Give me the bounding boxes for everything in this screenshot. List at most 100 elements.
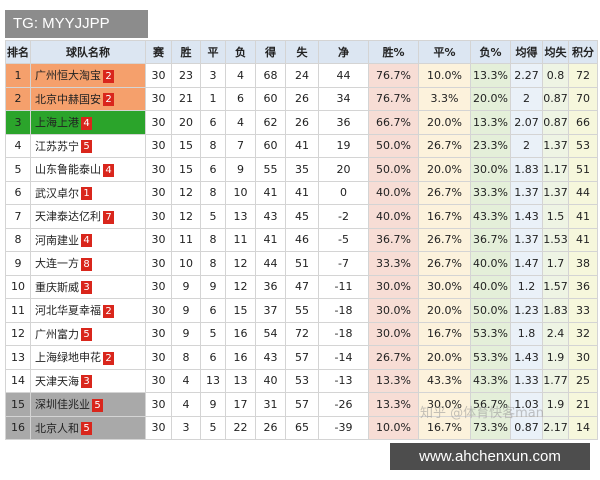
team-name: 北京人和 — [35, 421, 79, 435]
stat-cell: 40.0% — [470, 274, 511, 299]
stat-cell: 9 — [200, 392, 226, 417]
stat-cell: 14 — [568, 415, 598, 440]
badge: 2 — [103, 93, 114, 107]
stat-cell: 1.23 — [510, 298, 543, 323]
stat-cell: 1.37 — [510, 227, 543, 252]
team-cell: 江苏苏宁 5 — [30, 133, 146, 158]
stat-cell: 17 — [225, 392, 256, 417]
stat-cell: 30 — [568, 345, 598, 370]
stat-cell: 1.83 — [510, 157, 543, 182]
table-row: 10 重庆斯威 3 30 9 9 12 36 47 -11 30.0% 30.0% 40.0% 1.2 1.… — [5, 274, 598, 299]
rank-cell: 8 — [5, 227, 31, 252]
stat-cell: 15 — [171, 157, 201, 182]
stat-cell: 5 — [200, 321, 226, 346]
stat-cell: 40.0% — [368, 180, 419, 205]
badge: 4 — [103, 163, 114, 177]
team-name: 大连一方 — [35, 257, 79, 271]
watermark: 知乎 @体育快客man — [420, 406, 545, 421]
stat-cell: 16.7% — [418, 321, 471, 346]
column-header: 胜% — [368, 40, 419, 64]
team-name: 天津泰达亿利 — [35, 210, 101, 224]
team-cell: 武汉卓尔 1 — [30, 180, 146, 205]
rank-cell: 3 — [5, 110, 31, 135]
table-row: 4 江苏苏宁 5 30 15 8 7 60 41 19 50.0% 26.7% 23.3% 2 1.37 53 — [5, 133, 598, 158]
stat-cell: 2.27 — [510, 63, 543, 88]
stat-cell: 8 — [200, 227, 226, 252]
stat-cell: 20.0% — [418, 345, 471, 370]
header-row: 排名 球队名称赛胜平负得失净胜% 平% 负% 均得 均失 积分 — [5, 40, 598, 64]
stat-cell: 2.07 — [510, 110, 543, 135]
stat-cell: 43 — [255, 345, 286, 370]
column-header: 净 — [318, 40, 369, 64]
stat-cell: 11 — [225, 227, 256, 252]
stat-cell: 13 — [200, 368, 226, 393]
stat-cell: 10 — [225, 180, 256, 205]
stat-cell: 1.37 — [510, 180, 543, 205]
stat-cell: 1.43 — [510, 345, 543, 370]
watermark: TG: MYYJJPP — [5, 10, 148, 38]
stat-cell: 60 — [255, 133, 286, 158]
stat-cell: 66.7% — [368, 110, 419, 135]
stat-cell: 56.7% — [470, 392, 511, 417]
stat-cell: 54 — [255, 321, 286, 346]
stat-cell: 30 — [145, 321, 172, 346]
team-cell: 广州恒大淘宝 2 — [30, 63, 146, 88]
stat-cell: 40 — [255, 368, 286, 393]
badge: 1 — [81, 187, 92, 201]
stat-cell: 1.37 — [542, 180, 569, 205]
stat-cell: 16 — [225, 345, 256, 370]
stat-cell: 5 — [200, 204, 226, 229]
team-name: 山东鲁能泰山 — [35, 163, 101, 177]
team-cell: 北京中赫国安 2 — [30, 86, 146, 111]
stat-cell: 33.3% — [470, 180, 511, 205]
column-header: 积分 — [568, 40, 598, 64]
stat-cell: 50.0% — [470, 298, 511, 323]
table-row: 8 河南建业 4 30 11 8 11 41 46 -5 36.7% 26.7% 36.7% 1.37 1.… — [5, 227, 598, 252]
stat-cell: 7 — [225, 133, 256, 158]
team-name: 天津天海 — [35, 374, 79, 388]
badge: 5 — [81, 328, 92, 342]
badge: 5 — [81, 140, 92, 154]
stat-cell: 35 — [285, 157, 319, 182]
stat-cell: 0 — [318, 180, 369, 205]
watermark: www.ahchenxun.com — [390, 443, 590, 470]
stat-cell: 26 — [285, 110, 319, 135]
stat-cell: 76.7% — [368, 63, 419, 88]
stat-cell: 6 — [200, 298, 226, 323]
stat-cell: 65 — [285, 415, 319, 440]
badge: 3 — [81, 281, 92, 295]
stat-cell: 23 — [171, 63, 201, 88]
stat-cell: 10.0% — [418, 63, 471, 88]
table-body: 1 广州恒大淘宝 2 30 23 3 4 68 24 44 76.7% 10.0% 13.3% 2.27 0… — [5, 63, 598, 440]
stat-cell: 11 — [171, 227, 201, 252]
column-header: 负 — [225, 40, 256, 64]
stat-cell: 4 — [171, 392, 201, 417]
column-header: 失 — [285, 40, 319, 64]
stat-cell: -5 — [318, 227, 369, 252]
table-row: 2 北京中赫国安 2 30 21 1 6 60 26 34 76.7% 3.3% 20.0% 2 0.87 7… — [5, 86, 598, 111]
stat-cell: 34 — [318, 86, 369, 111]
stat-cell: 12 — [225, 251, 256, 276]
column-header: 负% — [470, 40, 511, 64]
badge: 2 — [103, 304, 114, 318]
column-header: 均得 — [510, 40, 543, 64]
team-cell: 河北华夏幸福 2 — [30, 298, 146, 323]
stat-cell: 4 — [225, 110, 256, 135]
stat-cell: 41 — [255, 180, 286, 205]
stat-cell: 57 — [285, 392, 319, 417]
stat-cell: 1.9 — [542, 392, 569, 417]
badge: 3 — [81, 375, 92, 389]
stat-cell: 30 — [145, 180, 172, 205]
stat-cell: -39 — [318, 415, 369, 440]
table-row: 9 大连一方 8 30 10 8 12 44 51 -7 33.3% 26.7% 40.0% 1.47 1.… — [5, 251, 598, 276]
stat-cell: 36 — [255, 274, 286, 299]
table-row: 7 天津泰达亿利 7 30 12 5 13 43 45 -2 40.0% 16.7% 43.3% 1.43… — [5, 204, 598, 229]
stat-cell: 46 — [285, 227, 319, 252]
stat-cell: 13.3% — [470, 110, 511, 135]
stat-cell: 57 — [285, 345, 319, 370]
stat-cell: 1.03 — [510, 392, 543, 417]
stat-cell: 62 — [255, 110, 286, 135]
stat-cell: 72 — [568, 63, 598, 88]
team-cell: 大连一方 8 — [30, 251, 146, 276]
stat-cell: 20.0% — [470, 86, 511, 111]
